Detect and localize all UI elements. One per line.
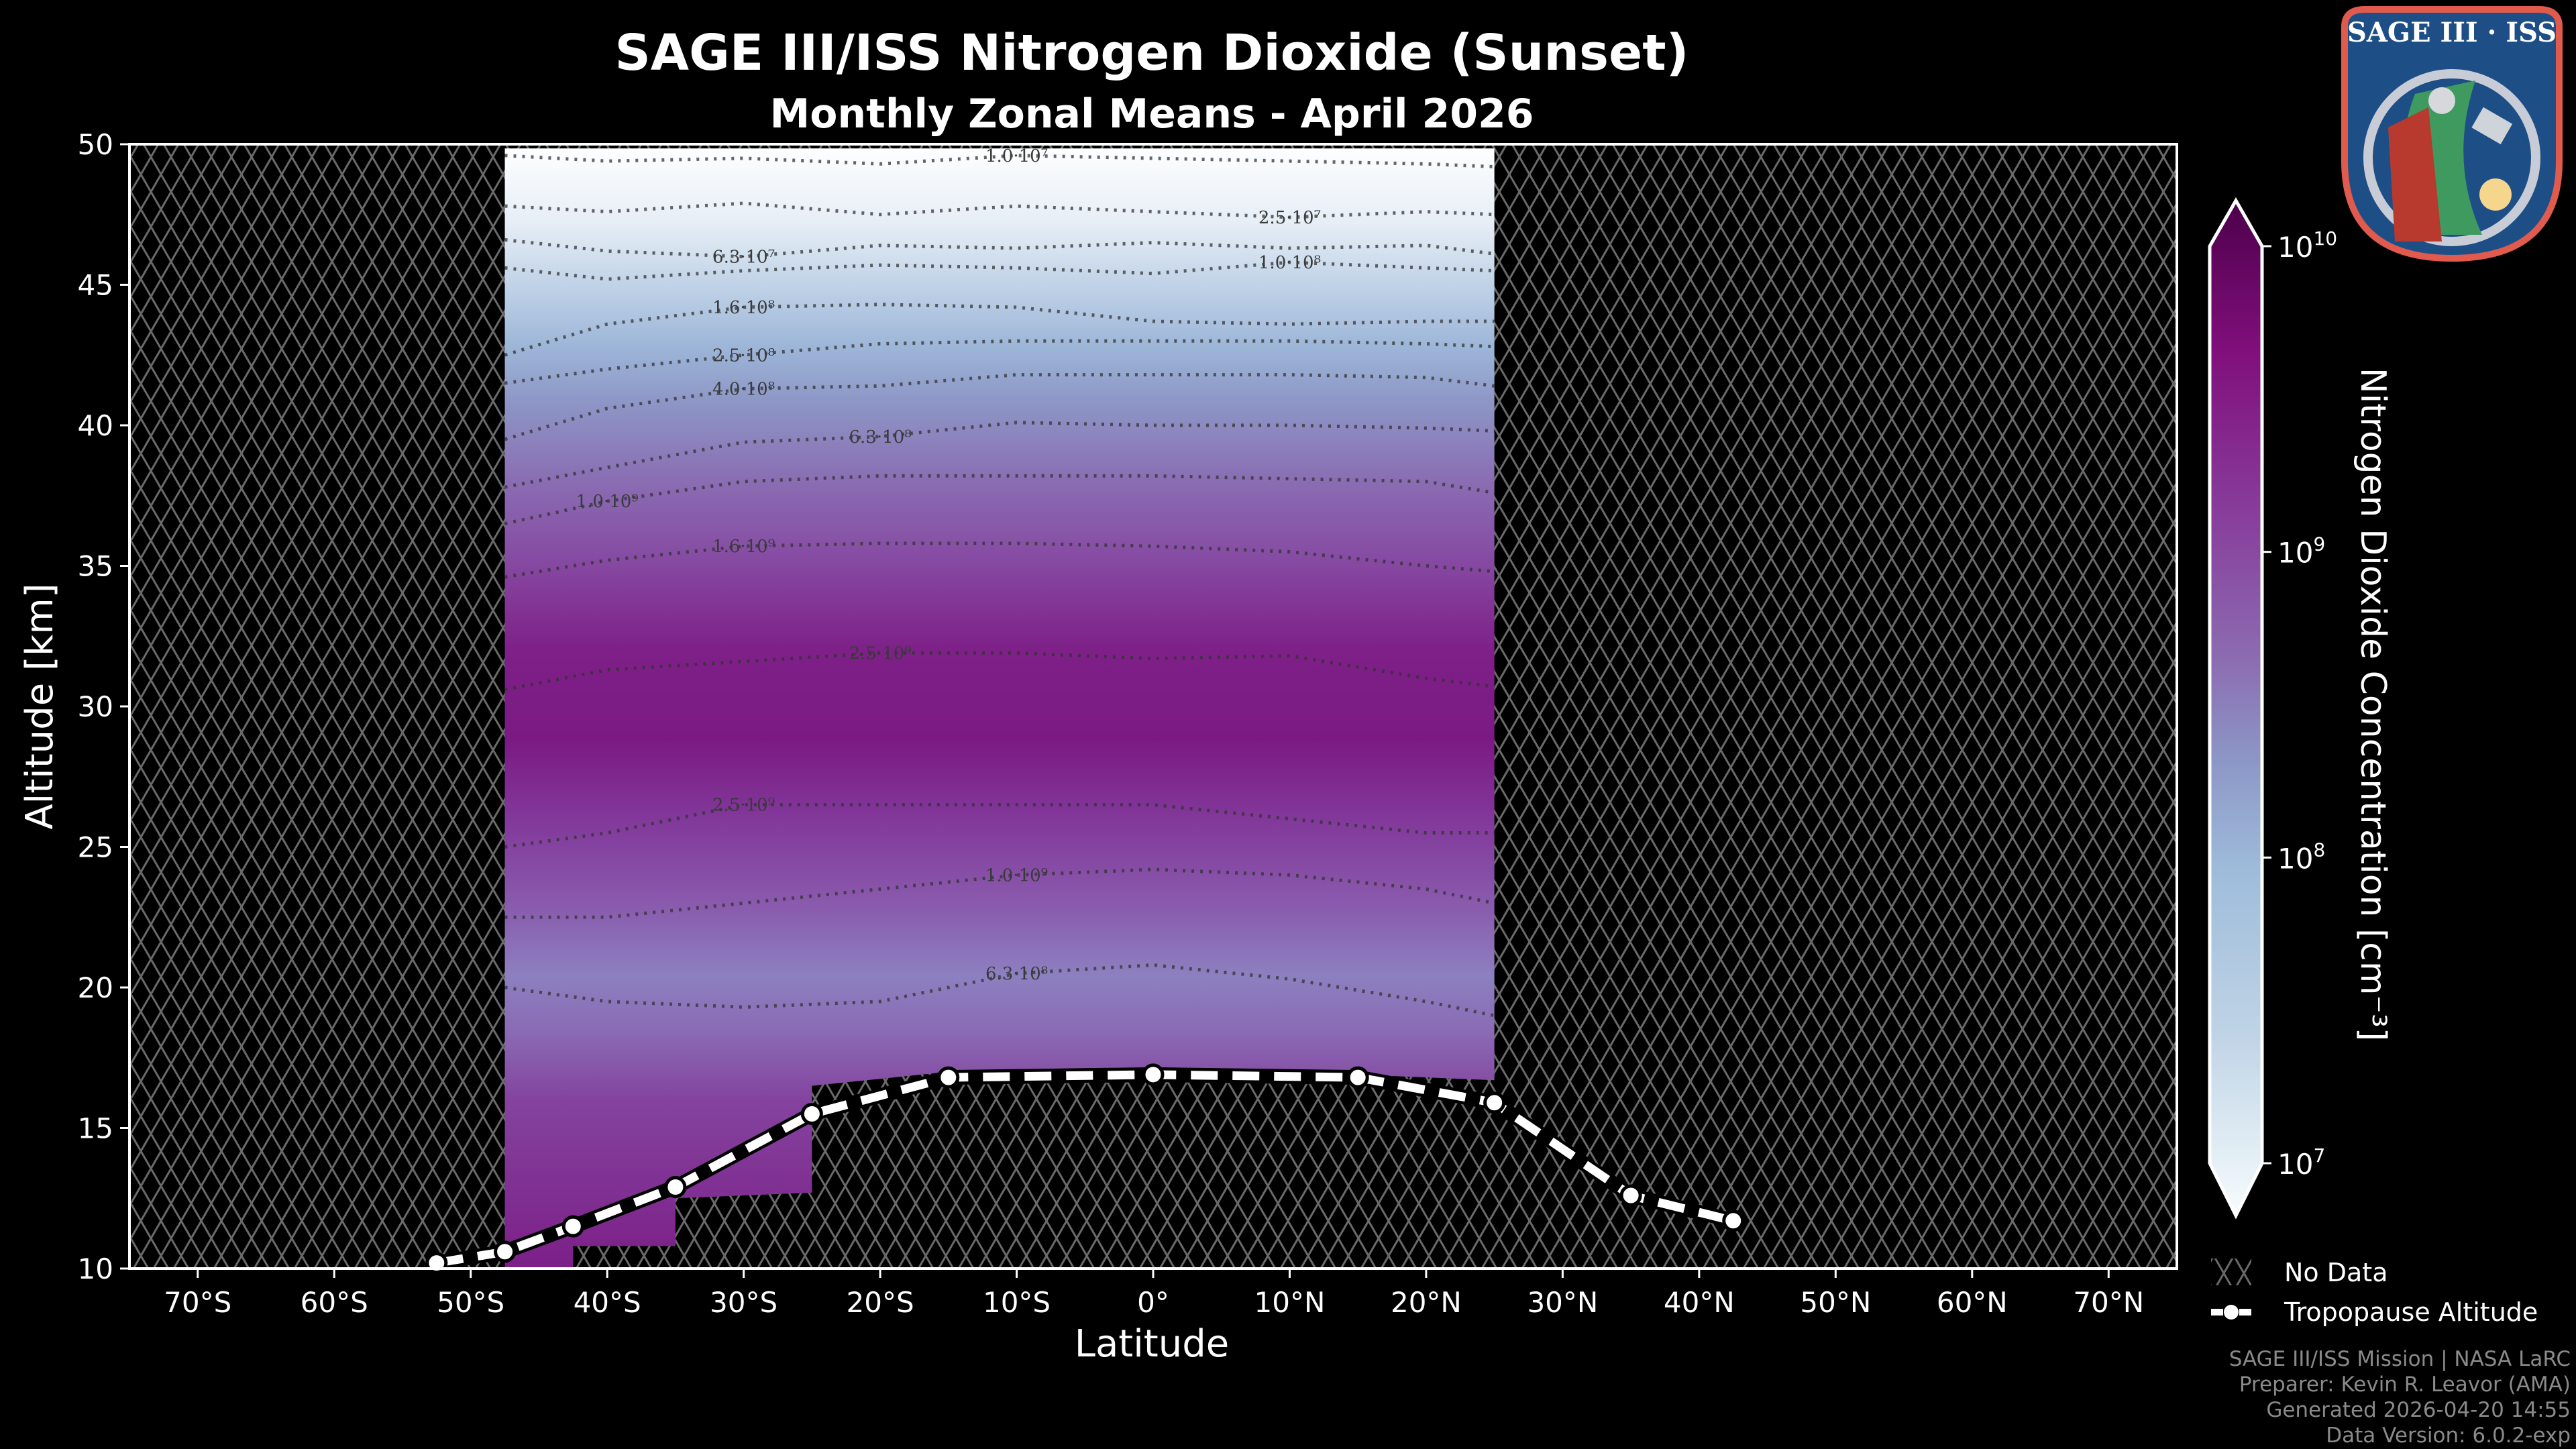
contour-line (504, 803, 1495, 849)
x-tick-label: 20°S (847, 1286, 914, 1319)
contour-label: 2.5·10⁷ (1258, 208, 1321, 228)
contour-label: 6.3·10⁸ (985, 964, 1048, 984)
colorbar-tick-exponent: 7 (2313, 1144, 2325, 1167)
legend-tropopause: Tropopause Altitude (2284, 1297, 2538, 1327)
colorbar-tick-base: 10 (2277, 842, 2313, 875)
x-axis-label: Latitude (1075, 1322, 1229, 1366)
contour-lines: 1.6·10⁸ 2.5·10⁸ 4.0·10⁸ 6.3·10⁸ 1.0·10⁹ 1.6·1… (504, 146, 1495, 1018)
colorbar-tick-base: 10 (2277, 231, 2313, 264)
x-tick-label: 10°N (1254, 1286, 1326, 1319)
x-tick-label: 10°S (983, 1286, 1051, 1319)
y-tick-label: 25 (78, 831, 113, 864)
chart-title: SAGE III/ISS Nitrogen Dioxide (Sunset) (615, 24, 1689, 82)
y-tick-label: 15 (78, 1112, 113, 1145)
tropopause-point (1483, 1091, 1506, 1114)
x-tick-label: 70°S (164, 1286, 231, 1319)
y-tick-label: 50 (78, 128, 113, 161)
x-tick-label: 50°N (1800, 1286, 1871, 1319)
y-axis-label: Altitude [km] (18, 583, 62, 829)
x-tick-label: 40°N (1664, 1286, 1735, 1319)
tropopause-point (1142, 1063, 1165, 1086)
colorbar-tick-label: 108 (2277, 839, 2325, 875)
x-tick-label: 60°N (1937, 1286, 2008, 1319)
tropopause-point (937, 1066, 960, 1089)
tropopause-point (664, 1175, 687, 1198)
legend: No Data Tropopause Altitude (2211, 1258, 2538, 1327)
contour-label: 6.3·10⁷ (712, 248, 775, 268)
contour-label: 2.5·10⁸ (712, 345, 775, 366)
x-tick-label: 30°S (710, 1286, 777, 1319)
x-axis: 70°S 60°S 50°S 40°S 30°S 20°S 10°S 0° 10°N 20°N 30… (164, 1269, 2144, 1319)
contour-label: 2.5·10⁹ (849, 643, 912, 663)
tropopause-point (1722, 1210, 1745, 1232)
y-axis: 10 15 20 25 30 35 40 45 50 (78, 128, 129, 1285)
no-data-swatch (2211, 1258, 2251, 1285)
contour-line (504, 421, 1495, 489)
contour-label: 2.5·10⁹ (712, 796, 775, 816)
contour-label: 1.6·10⁸ (712, 298, 775, 318)
contour-label: 4.0·10⁸ (712, 380, 775, 400)
tropopause-point (1619, 1184, 1642, 1207)
y-tick-label: 35 (78, 550, 113, 583)
legend-no-data: No Data (2284, 1258, 2388, 1287)
tropopause-swatch-marker (2224, 1305, 2239, 1320)
colorbar-tick-base: 10 (2277, 537, 2313, 570)
tropopause-line (425, 1063, 1745, 1275)
tropopause-point (800, 1103, 823, 1126)
tropopause-point (1346, 1066, 1369, 1089)
footer-mission: SAGE III/ISS Mission | NASA LaRC (2229, 1347, 2571, 1371)
contour-label: 1.0·10⁹ (985, 865, 1048, 885)
x-tick-label: 30°N (1527, 1286, 1598, 1319)
colorbar-tick-label: 1010 (2277, 227, 2337, 264)
colorbar-gradient (2208, 197, 2264, 1220)
x-tick-label: 60°S (301, 1286, 368, 1319)
y-tick-label: 20 (78, 971, 113, 1004)
colorbar-tick-label: 109 (2277, 533, 2325, 570)
x-tick-label: 50°S (437, 1286, 504, 1319)
contour-line (504, 260, 1495, 281)
contour-label: 1.6·10⁹ (712, 537, 775, 557)
contour-line (504, 651, 1495, 692)
y-tick-label: 30 (78, 690, 113, 723)
y-tick-label: 45 (78, 269, 113, 302)
contour-line (504, 237, 1495, 259)
colorbar-tick-label: 107 (2277, 1144, 2325, 1181)
y-tick-label: 40 (78, 409, 113, 442)
contour-line (504, 963, 1495, 1018)
colorbar-tick-exponent: 10 (2313, 227, 2337, 250)
tropopause-point (561, 1215, 584, 1238)
x-tick-label: 70°N (2073, 1286, 2144, 1319)
colorbar-tick-exponent: 9 (2313, 533, 2325, 555)
tropopause-point (494, 1240, 517, 1263)
colorbar-tick-base: 10 (2277, 1148, 2313, 1181)
contour-line (504, 373, 1495, 441)
colorbar-tick-exponent: 8 (2313, 839, 2325, 861)
contour-line (504, 339, 1495, 385)
y-tick-label: 10 (78, 1252, 113, 1285)
x-tick-label: 20°N (1391, 1286, 1462, 1319)
contour-line (504, 303, 1495, 357)
footer-generated: Generated 2026-04-20 14:55 (2266, 1398, 2571, 1422)
contour-label: 1.0·10⁹ (576, 492, 639, 512)
x-tick-label: 40°S (574, 1286, 641, 1319)
mission-logo: SAGE III · ISS (2341, 6, 2563, 262)
contour-line (504, 474, 1495, 526)
footer-preparer: Preparer: Kevin R. Leavor (AMA) (2239, 1373, 2571, 1397)
plot-area: 1.6·10⁸ 2.5·10⁸ 4.0·10⁸ 6.3·10⁸ 1.0·10⁹ 1.6·1… (78, 128, 2178, 1319)
footer: SAGE III/ISS Mission | NASA LaRC Prepare… (2229, 1347, 2571, 1448)
colorbar-label: Nitrogen Dioxide Concentration [cm⁻³] (2353, 368, 2393, 1041)
contour-label: 6.3·10⁸ (849, 427, 912, 447)
contour-label: 1.0·10⁸ (1258, 253, 1321, 273)
contour-line (504, 541, 1495, 579)
data-field (504, 148, 1495, 1269)
x-tick-label: 0° (1137, 1286, 1169, 1319)
logo-title: SAGE III · ISS (2347, 17, 2557, 48)
footer-version: Data Version: 6.0.2-exp (2326, 1424, 2571, 1448)
contour-label: 1.0·10⁷ (985, 146, 1048, 166)
chart-subtitle: Monthly Zonal Means - April 2026 (770, 91, 1534, 138)
